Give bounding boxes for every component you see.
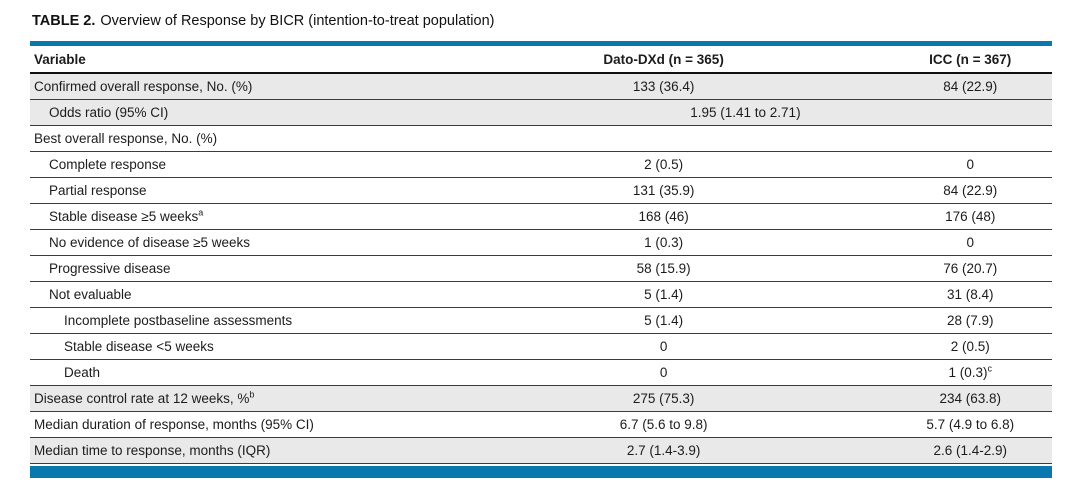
icc-cell: 31 (8.4)	[888, 281, 1052, 308]
icc-cell: 234 (63.8)	[888, 385, 1052, 412]
response-table: Variable Dato-DXd (n = 365) ICC (n = 367…	[30, 46, 1052, 464]
icc-cell: 2 (0.5)	[888, 333, 1052, 360]
footnote-marker: a	[198, 207, 204, 217]
icc-cell: 84 (22.9)	[888, 73, 1052, 100]
table-row: Odds ratio (95% CI) 1.95 (1.41 to 2.71)	[30, 99, 1052, 126]
span-value-cell: 1.95 (1.41 to 2.71)	[438, 99, 1052, 126]
variable-cell: Median duration of response, months (95%…	[30, 411, 439, 438]
header-row: Variable Dato-DXd (n = 365) ICC (n = 367…	[30, 46, 1052, 74]
dato-dxd-cell: 2 (0.5)	[438, 151, 889, 178]
dato-dxd-cell: 0	[438, 333, 889, 360]
top-rule	[30, 41, 1052, 46]
variable-cell: Progressive disease	[30, 255, 439, 282]
variable-cell: Incomplete postbaseline assessments	[30, 307, 439, 334]
dato-dxd-cell: 131 (35.9)	[438, 177, 889, 204]
dato-dxd-cell: 1 (0.3)	[438, 229, 889, 256]
variable-cell: Not evaluable	[30, 281, 439, 308]
icc-cell: 2.6 (1.4-2.9)	[888, 437, 1052, 464]
header-variable: Variable	[30, 46, 439, 74]
header-dato-dxd: Dato-DXd (n = 365)	[438, 46, 889, 74]
variable-cell: Odds ratio (95% CI)	[30, 99, 439, 126]
table-number: TABLE 2.	[32, 13, 96, 29]
variable-cell: Stable disease ≥5 weeksa	[30, 203, 439, 230]
dato-dxd-cell: 5 (1.4)	[438, 281, 889, 308]
table-row: Disease control rate at 12 weeks, %b 275 …	[30, 385, 1052, 412]
icc-cell: 28 (7.9)	[888, 307, 1052, 334]
variable-cell: Stable disease <5 weeks	[30, 333, 439, 360]
table-row: No evidence of disease ≥5 weeks 1 (0.3) 0	[30, 229, 1052, 256]
dato-dxd-cell: 58 (15.9)	[438, 255, 889, 282]
dato-dxd-cell: 5 (1.4)	[438, 307, 889, 334]
variable-cell: Death	[30, 359, 439, 386]
variable-cell: Partial response	[30, 177, 439, 204]
icc-cell: 0	[888, 151, 1052, 178]
table-row: Median time to response, months (IQR) 2.7…	[30, 437, 1052, 464]
variable-cell: Confirmed overall response, No. (%)	[30, 73, 439, 100]
table-row: Complete response 2 (0.5) 0	[30, 151, 1052, 178]
table-caption: TABLE 2. Overview of Response by BICR (in…	[32, 13, 1052, 29]
table-row: Best overall response, No. (%)	[30, 125, 1052, 152]
variable-cell: No evidence of disease ≥5 weeks	[30, 229, 439, 256]
icc-cell: 5.7 (4.9 to 6.8)	[888, 411, 1052, 438]
variable-cell: Best overall response, No. (%)	[30, 125, 439, 152]
icc-cell: 1 (0.3)c	[888, 359, 1052, 386]
table-row: Death 0 1 (0.3)c	[30, 359, 1052, 386]
table-row: Not evaluable 5 (1.4) 31 (8.4)	[30, 281, 1052, 308]
table-title-text: Overview of Response by BICR (intention-…	[100, 13, 495, 29]
table-row: Stable disease <5 weeks 0 2 (0.5)	[30, 333, 1052, 360]
icc-cell: 76 (20.7)	[888, 255, 1052, 282]
table-body: Confirmed overall response, No. (%) 133 (…	[30, 73, 1052, 464]
bottom-rule	[30, 465, 1052, 478]
variable-cell: Median time to response, months (IQR)	[30, 437, 439, 464]
dato-dxd-cell: 133 (36.4)	[438, 73, 889, 100]
icc-cell	[888, 125, 1052, 152]
table-row: Stable disease ≥5 weeksa 168 (46) 176 (48)	[30, 203, 1052, 230]
dato-dxd-cell: 6.7 (5.6 to 9.8)	[438, 411, 889, 438]
footnote-marker: b	[249, 389, 255, 399]
dato-dxd-cell: 275 (75.3)	[438, 385, 889, 412]
variable-cell: Complete response	[30, 151, 439, 178]
dato-dxd-cell: 2.7 (1.4-3.9)	[438, 437, 889, 464]
icc-cell: 0	[888, 229, 1052, 256]
table-row: Partial response 131 (35.9) 84 (22.9)	[30, 177, 1052, 204]
icc-cell: 176 (48)	[888, 203, 1052, 230]
table-header: Variable Dato-DXd (n = 365) ICC (n = 367…	[30, 46, 1052, 74]
header-icc: ICC (n = 367)	[888, 46, 1052, 74]
table-row: Median duration of response, months (95%…	[30, 411, 1052, 438]
table-row: Progressive disease 58 (15.9) 76 (20.7)	[30, 255, 1052, 282]
dato-dxd-cell	[438, 125, 889, 152]
dato-dxd-cell: 168 (46)	[438, 203, 889, 230]
footnote-marker: c	[987, 363, 993, 373]
dato-dxd-cell: 0	[438, 359, 889, 386]
table-row: Confirmed overall response, No. (%) 133 (…	[30, 73, 1052, 100]
variable-cell: Disease control rate at 12 weeks, %b	[30, 385, 439, 412]
icc-cell: 84 (22.9)	[888, 177, 1052, 204]
table-row: Incomplete postbaseline assessments 5 (1.…	[30, 307, 1052, 334]
